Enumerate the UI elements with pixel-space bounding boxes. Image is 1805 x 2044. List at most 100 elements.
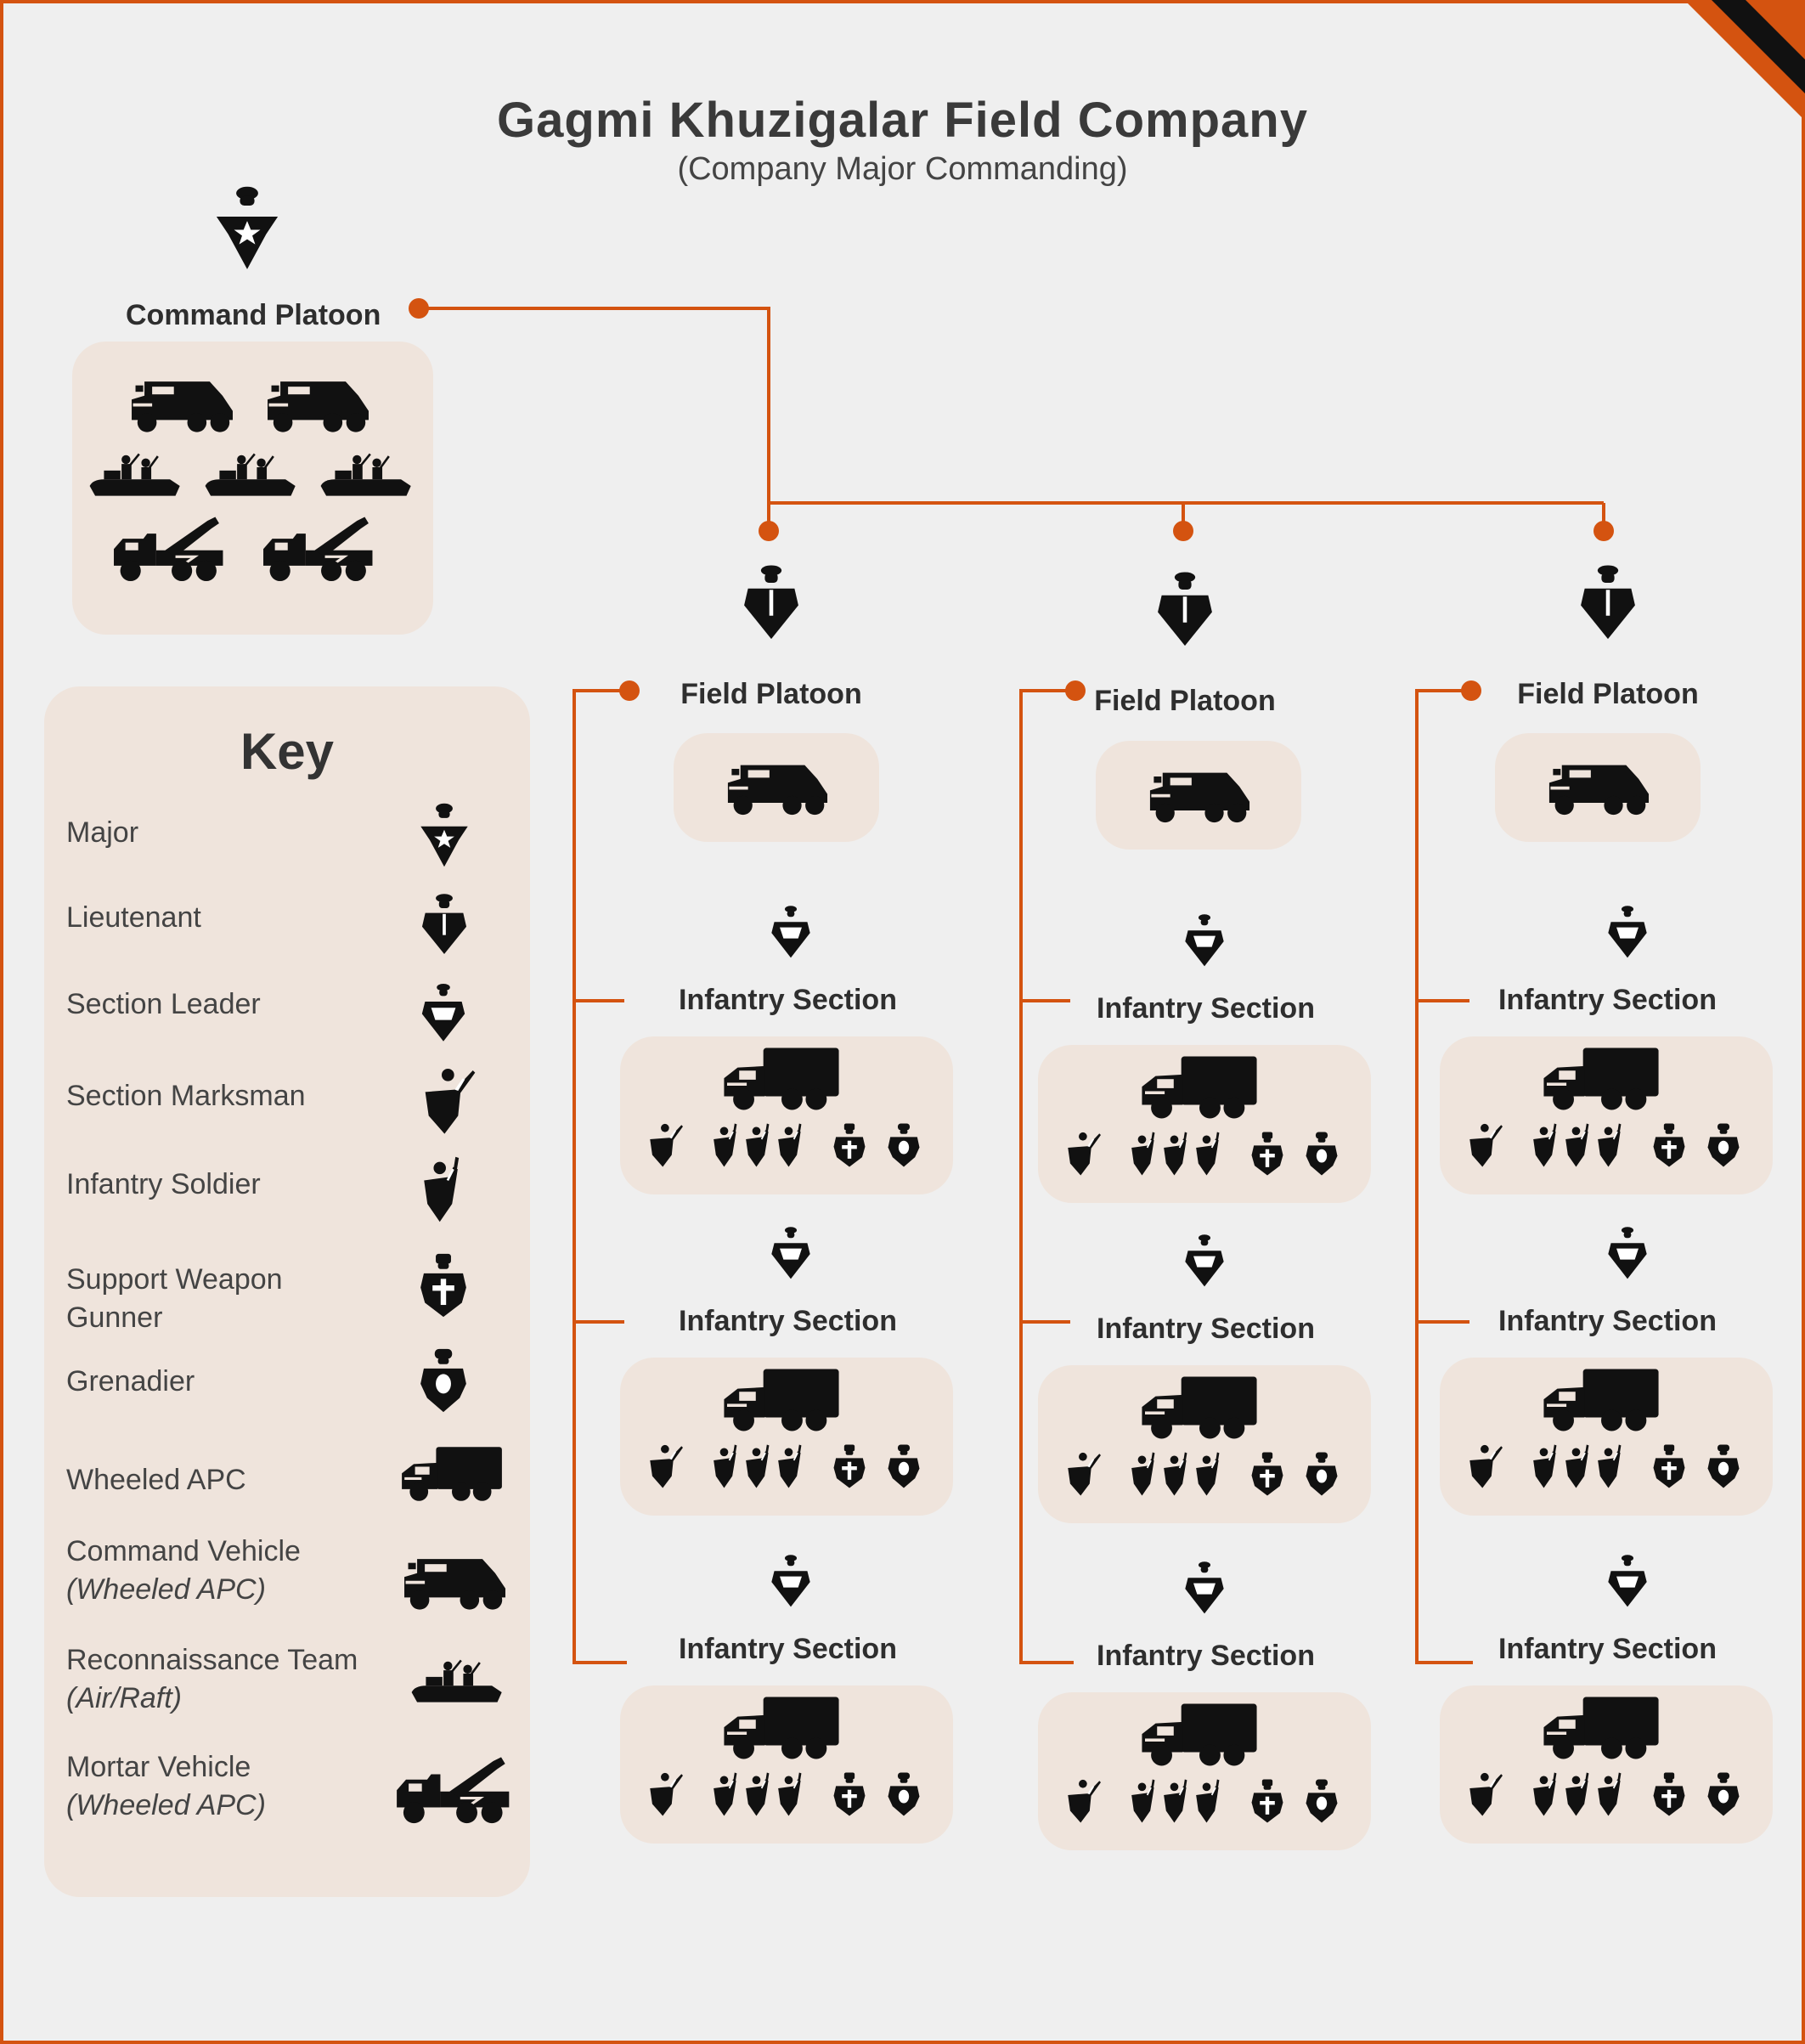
field-platoon-vehicle-box — [674, 733, 879, 842]
key-label: Infantry Soldier — [66, 1168, 261, 1200]
section-leader-icon — [1605, 1550, 1650, 1611]
section-marksman-icon — [646, 1770, 683, 1818]
support-weapon-gunner-icon — [1650, 1443, 1688, 1490]
section-marksman-icon — [1465, 1443, 1503, 1490]
infantry-section-label: Infantry Section — [679, 1305, 897, 1337]
mortar-vehicle-icon — [394, 1752, 513, 1830]
mortar-vehicle-icon — [261, 511, 376, 588]
section-marksman-icon — [1465, 1770, 1503, 1818]
support-weapon-gunner-icon — [416, 1251, 471, 1320]
support-weapon-gunner-icon — [1249, 1130, 1286, 1177]
lieutenant-icon — [739, 561, 804, 642]
support-weapon-gunner-icon — [1249, 1450, 1286, 1498]
command-platoon-label: Command Platoon — [126, 299, 381, 331]
key-label: Command Vehicle — [66, 1535, 301, 1567]
command-vehicle-icon — [1145, 766, 1252, 826]
infantry-soldier-icon — [773, 1121, 810, 1169]
wheeled-apc-icon — [1540, 1694, 1662, 1762]
grenadier-icon — [1303, 1130, 1340, 1177]
command-vehicle-icon — [723, 759, 830, 818]
page-subtitle: (Company Major Commanding) — [677, 151, 1128, 187]
infantry-soldier-icon — [773, 1443, 810, 1490]
wheeled-apc-icon — [1138, 1053, 1261, 1121]
infantry-section-box — [1440, 1036, 1773, 1194]
wheeled-apc-icon — [720, 1694, 843, 1762]
command-vehicle-icon — [399, 1553, 508, 1612]
field-platoon-vehicle-box — [1096, 741, 1301, 850]
infantry-section-box — [1038, 1365, 1371, 1523]
page-title: Gagmi Khuzigalar Field Company — [497, 93, 1308, 148]
section-leader-icon — [1605, 901, 1650, 962]
key-label: Mortar Vehicle — [66, 1751, 251, 1783]
wheeled-apc-icon — [1138, 1374, 1261, 1442]
key-item-section-leader: Section Leader — [66, 985, 261, 1024]
section-leader-icon — [1182, 909, 1227, 970]
recon-team-icon — [203, 450, 296, 503]
infantry-section-label: Infantry Section — [1498, 984, 1717, 1016]
section-leader-icon — [768, 1550, 814, 1611]
support-weapon-gunner-icon — [831, 1121, 868, 1169]
section-marksman-icon — [646, 1443, 683, 1490]
lieutenant-icon — [418, 890, 471, 957]
wheeled-apc-icon — [720, 1045, 843, 1113]
infantry-section-label: Infantry Section — [1097, 1313, 1315, 1345]
infantry-soldier-icon — [1593, 1770, 1630, 1818]
key-panel: Key Major Lieutenant Section Leader Sect… — [44, 686, 530, 1897]
section-marksman-icon — [1465, 1121, 1503, 1169]
section-marksman-icon — [418, 1067, 476, 1135]
key-label-line2: Gunner — [66, 1301, 163, 1334]
infantry-section-box — [620, 1036, 953, 1194]
section-leader-icon — [418, 979, 469, 1045]
key-label: Reconnaissance Team — [66, 1644, 358, 1676]
wheeled-apc-icon — [1138, 1701, 1261, 1769]
grenadier-icon — [885, 1770, 922, 1818]
field-platoon-vehicle-box — [1495, 733, 1701, 842]
key-item-mortar-vehicle: Mortar Vehicle (Wheeled APC) — [66, 1748, 266, 1825]
infantry-soldier-icon — [1191, 1777, 1228, 1825]
key-sublabel: (Air/Raft) — [66, 1682, 182, 1714]
grenadier-icon — [1705, 1443, 1742, 1490]
grenadier-icon — [1303, 1450, 1340, 1498]
section-marksman-icon — [1063, 1777, 1101, 1825]
support-weapon-gunner-icon — [831, 1443, 868, 1490]
key-label: Wheeled APC — [66, 1464, 246, 1496]
infantry-section-label: Infantry Section — [1498, 1633, 1717, 1665]
key-label: Section Leader — [66, 988, 261, 1020]
infantry-section-label: Infantry Section — [679, 984, 897, 1016]
wheeled-apc-icon — [399, 1444, 505, 1504]
lieutenant-icon — [1153, 567, 1217, 649]
infantry-section-label: Infantry Section — [679, 1633, 897, 1665]
recon-team-icon — [319, 450, 412, 503]
lieutenant-icon — [1576, 561, 1640, 642]
infantry-soldier-icon — [773, 1770, 810, 1818]
major-icon — [416, 799, 472, 870]
key-label: Support Weapon — [66, 1263, 283, 1296]
mortar-vehicle-icon — [111, 511, 227, 588]
field-platoon-label: Field Platoon — [1094, 685, 1276, 717]
infantry-section-box — [620, 1358, 953, 1516]
grenadier-icon — [885, 1121, 922, 1169]
command-vehicle-icon — [127, 375, 235, 435]
recon-team-icon — [409, 1657, 503, 1709]
section-marksman-icon — [1063, 1450, 1101, 1498]
command-vehicle-icon — [262, 375, 371, 435]
infantry-section-label: Infantry Section — [1498, 1305, 1717, 1337]
key-label: Grenadier — [66, 1365, 195, 1397]
infantry-section-box — [1038, 1045, 1371, 1203]
key-item-grenadier: Grenadier — [66, 1363, 195, 1401]
infantry-section-box — [620, 1685, 953, 1844]
command-vehicle-icon — [1544, 759, 1651, 818]
field-platoon-label: Field Platoon — [680, 678, 862, 710]
section-leader-icon — [1182, 1229, 1227, 1290]
key-label: Major — [66, 816, 139, 849]
section-leader-icon — [1605, 1222, 1650, 1283]
recon-team-icon — [87, 450, 181, 503]
grenadier-icon — [1303, 1777, 1340, 1825]
key-label: Section Marksman — [66, 1080, 306, 1112]
infantry-section-box — [1038, 1692, 1371, 1850]
key-item-command-vehicle: Command Vehicle (Wheeled APC) — [66, 1533, 301, 1609]
infantry-section-box — [1440, 1358, 1773, 1516]
grenadier-icon — [1705, 1121, 1742, 1169]
